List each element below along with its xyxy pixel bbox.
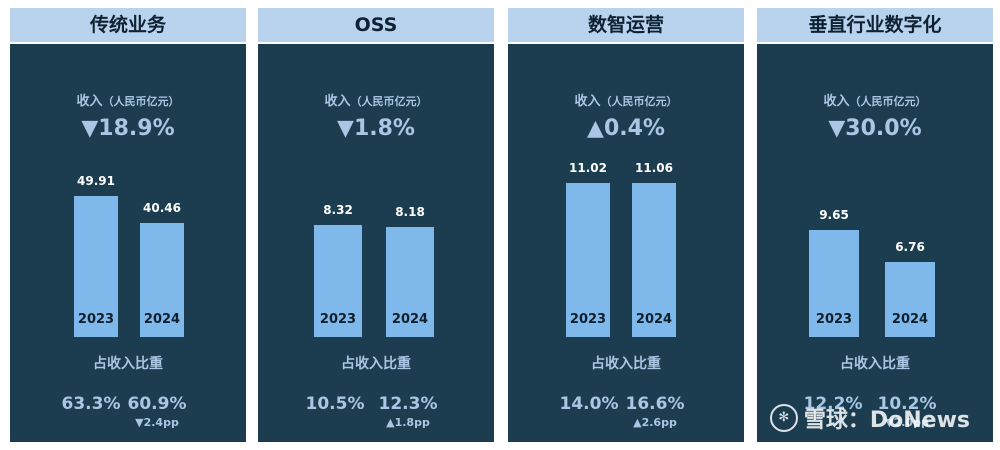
bar-2024: 2024 [140, 223, 184, 337]
share-2024: 10.2% [877, 394, 937, 414]
metric-label: 收入（人民币亿元） [324, 94, 428, 109]
change-percent: ▲0.4% [587, 116, 665, 141]
bar-value-label: 40.46 [143, 201, 181, 215]
panel-traditional: 传统业务 收入（人民币亿元） ▼18.9% 占收入比重 63.3% 60.9% … [10, 8, 246, 442]
bar-2023: 2023 [566, 183, 610, 337]
share-label: 占收入比重 [93, 356, 163, 372]
panel-body: 收入（人民币亿元） ▼1.8% 占收入比重 10.5% 12.3% ▲1.8pp… [258, 44, 494, 442]
metric-label: 收入（人民币亿元） [574, 94, 678, 109]
bar-value-label: 49.91 [77, 174, 115, 188]
bar-value-label: 8.18 [395, 205, 425, 219]
bar-category-label: 2023 [815, 312, 853, 327]
panel-title: 数智运营 [508, 8, 744, 42]
bar-2023: 2023 [809, 230, 859, 337]
share-label: 占收入比重 [341, 356, 411, 372]
share-delta: ▲1.8pp [386, 416, 430, 429]
share-delta: ▼2.4pp [135, 416, 179, 429]
bar-category-label: 2024 [635, 312, 673, 327]
bar-2024: 2024 [885, 262, 935, 337]
panel-body: 收入（人民币亿元） ▼30.0% 占收入比重 12.2% 10.2% ▼2.0p… [757, 44, 993, 442]
bar-value-label: 6.76 [895, 240, 925, 254]
share-2024: 60.9% [127, 394, 187, 414]
panel-body: 收入（人民币亿元） ▼18.9% 占收入比重 63.3% 60.9% ▼2.4p… [10, 44, 246, 442]
share-2023: 14.0% [559, 394, 619, 414]
bar-value-label: 8.32 [323, 203, 353, 217]
share-2023: 63.3% [61, 394, 121, 414]
bar-2023: 2023 [74, 196, 118, 337]
share-2024: 16.6% [625, 394, 685, 414]
watermark: ✻ 雪球：DoNews [769, 402, 970, 434]
share-delta: ▲2.6pp [633, 416, 677, 429]
metric-label: 收入（人民币亿元） [823, 94, 927, 109]
panel-title: 垂直行业数字化 [757, 8, 993, 42]
panel-oss: OSS 收入（人民币亿元） ▼1.8% 占收入比重 10.5% 12.3% ▲1… [258, 8, 494, 442]
share-delta: ▼2.0pp [885, 416, 929, 429]
change-percent: ▼18.9% [81, 116, 175, 141]
share-label: 占收入比重 [840, 356, 910, 372]
bar-2024: 2024 [386, 227, 434, 337]
panel-digital-operations: 数智运营 收入（人民币亿元） ▲0.4% 占收入比重 14.0% 16.6% ▲… [508, 8, 744, 442]
bar-category-label: 2023 [569, 312, 607, 327]
bar-value-label: 11.06 [635, 161, 673, 175]
bar-category-label: 2024 [143, 312, 181, 327]
bar-category-label: 2024 [891, 312, 929, 327]
bar-category-label: 2023 [319, 312, 357, 327]
metric-label: 收入（人民币亿元） [76, 94, 180, 109]
bar-2023: 2023 [314, 225, 362, 337]
bar-value-label: 9.65 [819, 208, 849, 222]
bar-category-label: 2023 [77, 312, 115, 327]
bar-2024: 2024 [632, 183, 676, 337]
panel-vertical-digitalization: 垂直行业数字化 收入（人民币亿元） ▼30.0% 占收入比重 12.2% 10.… [757, 8, 993, 442]
change-percent: ▼1.8% [337, 116, 415, 141]
share-label: 占收入比重 [591, 356, 661, 372]
share-2024: 12.3% [378, 394, 438, 414]
watermark-text: 雪球：DoNews [803, 408, 970, 433]
change-percent: ▼30.0% [828, 116, 922, 141]
panel-title: 传统业务 [10, 8, 246, 42]
bar-value-label: 11.02 [569, 161, 607, 175]
share-2023: 12.2% [803, 394, 863, 414]
share-2023: 10.5% [305, 394, 365, 414]
panel-body: 收入（人民币亿元） ▲0.4% 占收入比重 14.0% 16.6% ▲2.6pp… [508, 44, 744, 442]
bar-category-label: 2024 [391, 312, 429, 327]
panel-title: OSS [258, 8, 494, 42]
snowball-logo-icon: ✻ [769, 404, 798, 432]
